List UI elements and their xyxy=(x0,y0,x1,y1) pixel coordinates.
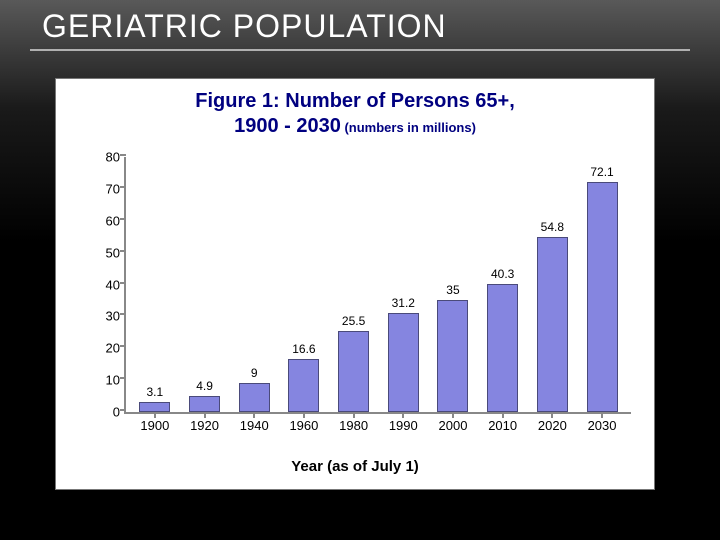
y-tick-label: 30 xyxy=(106,309,120,324)
y-tick-mark xyxy=(120,218,126,220)
y-tick-label: 0 xyxy=(113,405,120,420)
chart-title-line1: Figure 1: Number of Persons 65+, xyxy=(56,89,654,114)
bar-value-label: 9 xyxy=(251,366,258,380)
bar-column: 54.82020 xyxy=(537,220,568,412)
bar-value-label: 16.6 xyxy=(292,342,315,356)
y-tick-label: 80 xyxy=(106,150,120,165)
y-tick-mark xyxy=(120,186,126,188)
y-tick-mark xyxy=(120,250,126,252)
y-tick-mark xyxy=(120,313,126,315)
bar-column: 3.11900 xyxy=(139,385,170,412)
bar-column: 16.61960 xyxy=(288,342,319,412)
bar-rect xyxy=(487,284,518,412)
x-tick-label: 2010 xyxy=(488,418,517,433)
x-tick-label: 2020 xyxy=(538,418,567,433)
x-tick-label: 1900 xyxy=(140,418,169,433)
y-tick-mark xyxy=(120,154,126,156)
y-tick-label: 20 xyxy=(106,341,120,356)
y-tick-label: 40 xyxy=(106,277,120,292)
x-tick-label: 2030 xyxy=(588,418,617,433)
y-tick-mark xyxy=(120,377,126,379)
x-tick-label: 1980 xyxy=(339,418,368,433)
y-tick-label: 60 xyxy=(106,213,120,228)
x-tick-label: 1990 xyxy=(389,418,418,433)
y-tick-mark xyxy=(120,345,126,347)
y-tick-mark xyxy=(120,409,126,411)
bar-group: 3.119004.919209194016.6196025.5198031.21… xyxy=(126,157,631,412)
bar-column: 91940 xyxy=(239,366,270,412)
bar-rect xyxy=(139,402,170,412)
y-tick-label: 70 xyxy=(106,181,120,196)
bar-rect xyxy=(388,313,419,412)
bar-rect xyxy=(189,396,220,412)
x-axis-label: Year (as of July 1) xyxy=(56,458,654,475)
bar-value-label: 25.5 xyxy=(342,314,365,328)
bar-rect xyxy=(239,383,270,412)
bar-column: 31.21990 xyxy=(388,296,419,412)
chart-title-line2-main: 1900 - 2030 xyxy=(234,115,341,137)
chart-panel: Figure 1: Number of Persons 65+, 1900 - … xyxy=(55,78,655,490)
chart-title: Figure 1: Number of Persons 65+, 1900 - … xyxy=(56,89,654,139)
bar-value-label: 4.9 xyxy=(196,379,213,393)
page-title: GERIATRIC POPULATION xyxy=(42,8,690,45)
bar-value-label: 35 xyxy=(446,283,459,297)
x-tick-label: 2000 xyxy=(439,418,468,433)
y-tick-mark xyxy=(120,282,126,284)
bar-rect xyxy=(587,182,618,412)
bar-value-label: 3.1 xyxy=(147,385,164,399)
x-tick-label: 1920 xyxy=(190,418,219,433)
bar-rect xyxy=(537,237,568,412)
chart-title-line2-sub: (numbers in millions) xyxy=(341,120,476,135)
heading-rule: GERIATRIC POPULATION xyxy=(30,8,690,51)
bar-value-label: 54.8 xyxy=(541,220,564,234)
bar-column: 352000 xyxy=(437,283,468,412)
x-tick-label: 1960 xyxy=(289,418,318,433)
bar-column: 72.12030 xyxy=(587,165,618,412)
y-tick-label: 50 xyxy=(106,245,120,260)
bar-rect xyxy=(288,359,319,412)
bar-column: 4.91920 xyxy=(189,379,220,412)
bar-value-label: 31.2 xyxy=(392,296,415,310)
bar-chart-plot: 3.119004.919209194016.6196025.5198031.21… xyxy=(124,157,631,414)
bar-column: 40.32010 xyxy=(487,267,518,412)
bar-column: 25.51980 xyxy=(338,314,369,412)
slide: GERIATRIC POPULATION Figure 1: Number of… xyxy=(0,0,720,540)
x-tick-label: 1940 xyxy=(240,418,269,433)
bar-rect xyxy=(437,300,468,412)
y-tick-label: 10 xyxy=(106,373,120,388)
bar-rect xyxy=(338,331,369,412)
bar-value-label: 40.3 xyxy=(491,267,514,281)
bar-value-label: 72.1 xyxy=(590,165,613,179)
